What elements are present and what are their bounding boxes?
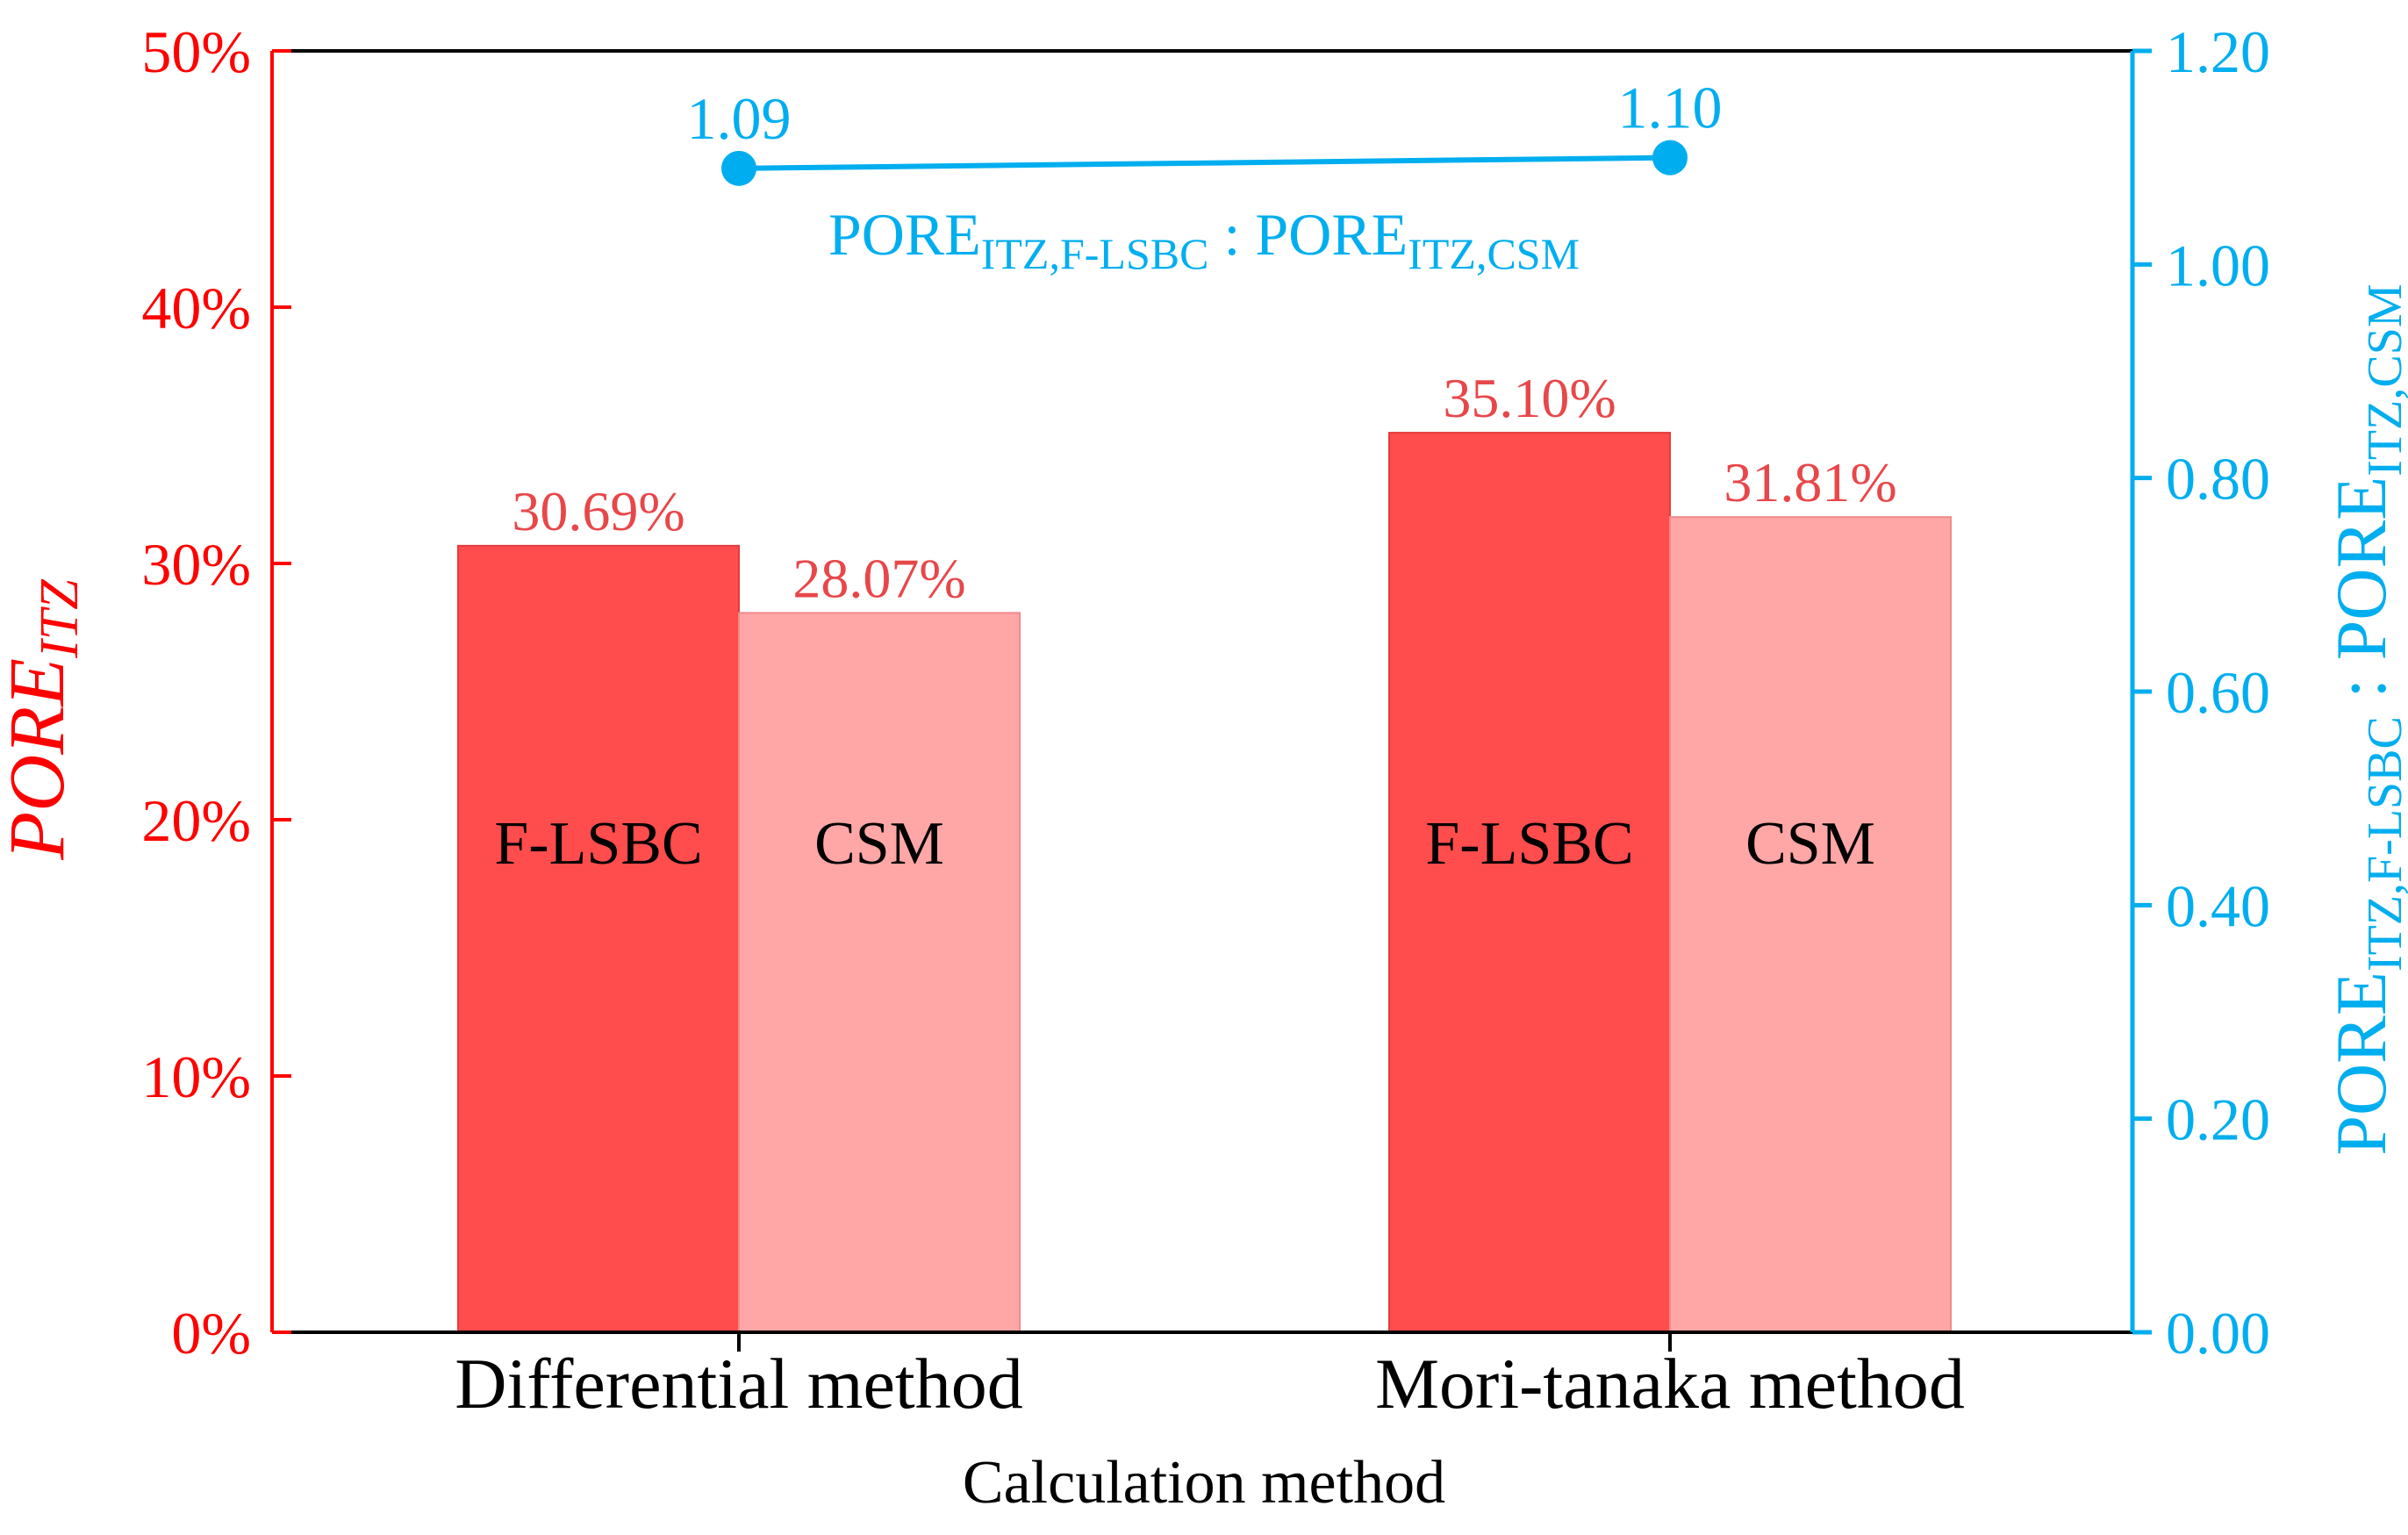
y-left-tick-label: 10% xyxy=(141,1044,251,1110)
bar-value-label: 31.81% xyxy=(1724,451,1896,513)
y-right-tick-label: 0.80 xyxy=(2166,446,2270,513)
x-tick-label: Mori-tanaka method xyxy=(1375,1344,1965,1424)
bar-value-label: 28.07% xyxy=(792,547,965,609)
bar-f-lsbc-2 xyxy=(1388,432,1671,1334)
y-right-label-a: PORE xyxy=(2321,972,2401,1156)
y-right-label-b: PORE xyxy=(2321,477,2401,661)
y-left-tick-label: 40% xyxy=(141,275,251,341)
ratio-annotation-b: PORE xyxy=(1255,201,1408,268)
bar-f-lsbc-1 xyxy=(457,544,740,1333)
bar-csm-1 xyxy=(738,612,1021,1333)
y-left-tick-label: 30% xyxy=(141,531,251,598)
ratio-annotation-sep: : xyxy=(1208,201,1255,268)
bar-value-label: 30.69% xyxy=(512,480,684,542)
bar-series-label: F-LSBC xyxy=(494,810,702,878)
y-right-label-a-sub: ITZ,F-LSBC xyxy=(2358,716,2408,972)
y-left-tick-label: 50% xyxy=(141,18,251,85)
y-right-tick-label: 0.40 xyxy=(2166,872,2270,939)
ratio-line-group: 1.09 1.10 xyxy=(687,75,1723,186)
ratio-point-label: 1.10 xyxy=(1618,75,1723,141)
y-axis-label-right: POREITZ,F-LSBC : POREITZ,CSM xyxy=(2321,283,2408,1155)
y-right-tick-label: 0.00 xyxy=(2166,1300,2270,1366)
y-axis-label-left: POREITZ xyxy=(0,579,90,861)
y-right-tick-label: 1.00 xyxy=(2166,232,2270,298)
bars-group: 30.69% F-LSBC 35.10% F-LSBC 28.07% CSM 31.81% C… xyxy=(457,367,1952,1334)
ratio-annotation-a-sub: ITZ,F-LSBC xyxy=(981,229,1209,278)
ratio-point-label: 1.09 xyxy=(687,85,792,152)
y-left-label-sub: ITZ xyxy=(30,579,90,659)
y-left-tick-label: 0% xyxy=(171,1300,251,1366)
axes-group: 0% 10% 20% 30% 40% 50% 0.00 0.20 0.40 0.60 0.80 1.0… xyxy=(141,18,2270,1424)
ratio-annotation-a: PORE xyxy=(828,201,981,268)
bar-series-label: CSM xyxy=(1745,810,1875,878)
ratio-point xyxy=(1652,140,1688,176)
y-right-tick-label: 1.20 xyxy=(2166,18,2270,85)
bar-csm-2 xyxy=(1669,516,1952,1333)
y-left-label-main: PORE xyxy=(0,658,81,861)
bar-series-label: CSM xyxy=(814,810,944,878)
bar-series-label: F-LSBC xyxy=(1425,810,1633,878)
y-right-tick-label: 0.60 xyxy=(2166,659,2270,726)
x-tick-label: Differential method xyxy=(455,1344,1022,1424)
bar-value-label: 35.10% xyxy=(1443,367,1616,429)
ratio-point xyxy=(721,150,756,186)
ratio-annotation-b-sub: ITZ,CSM xyxy=(1408,229,1580,278)
ratio-line xyxy=(738,154,1671,171)
ratio-annotation: POREITZ,F-LSBC : POREITZ,CSM xyxy=(828,201,1580,278)
x-axis-label: Calculation method xyxy=(963,1449,1445,1517)
y-right-label-sep: : xyxy=(2321,660,2401,716)
y-left-tick-label: 20% xyxy=(141,787,251,854)
y-right-label-b-sub: ITZ,CSM xyxy=(2358,283,2408,476)
y-right-tick-label: 0.20 xyxy=(2166,1087,2270,1153)
